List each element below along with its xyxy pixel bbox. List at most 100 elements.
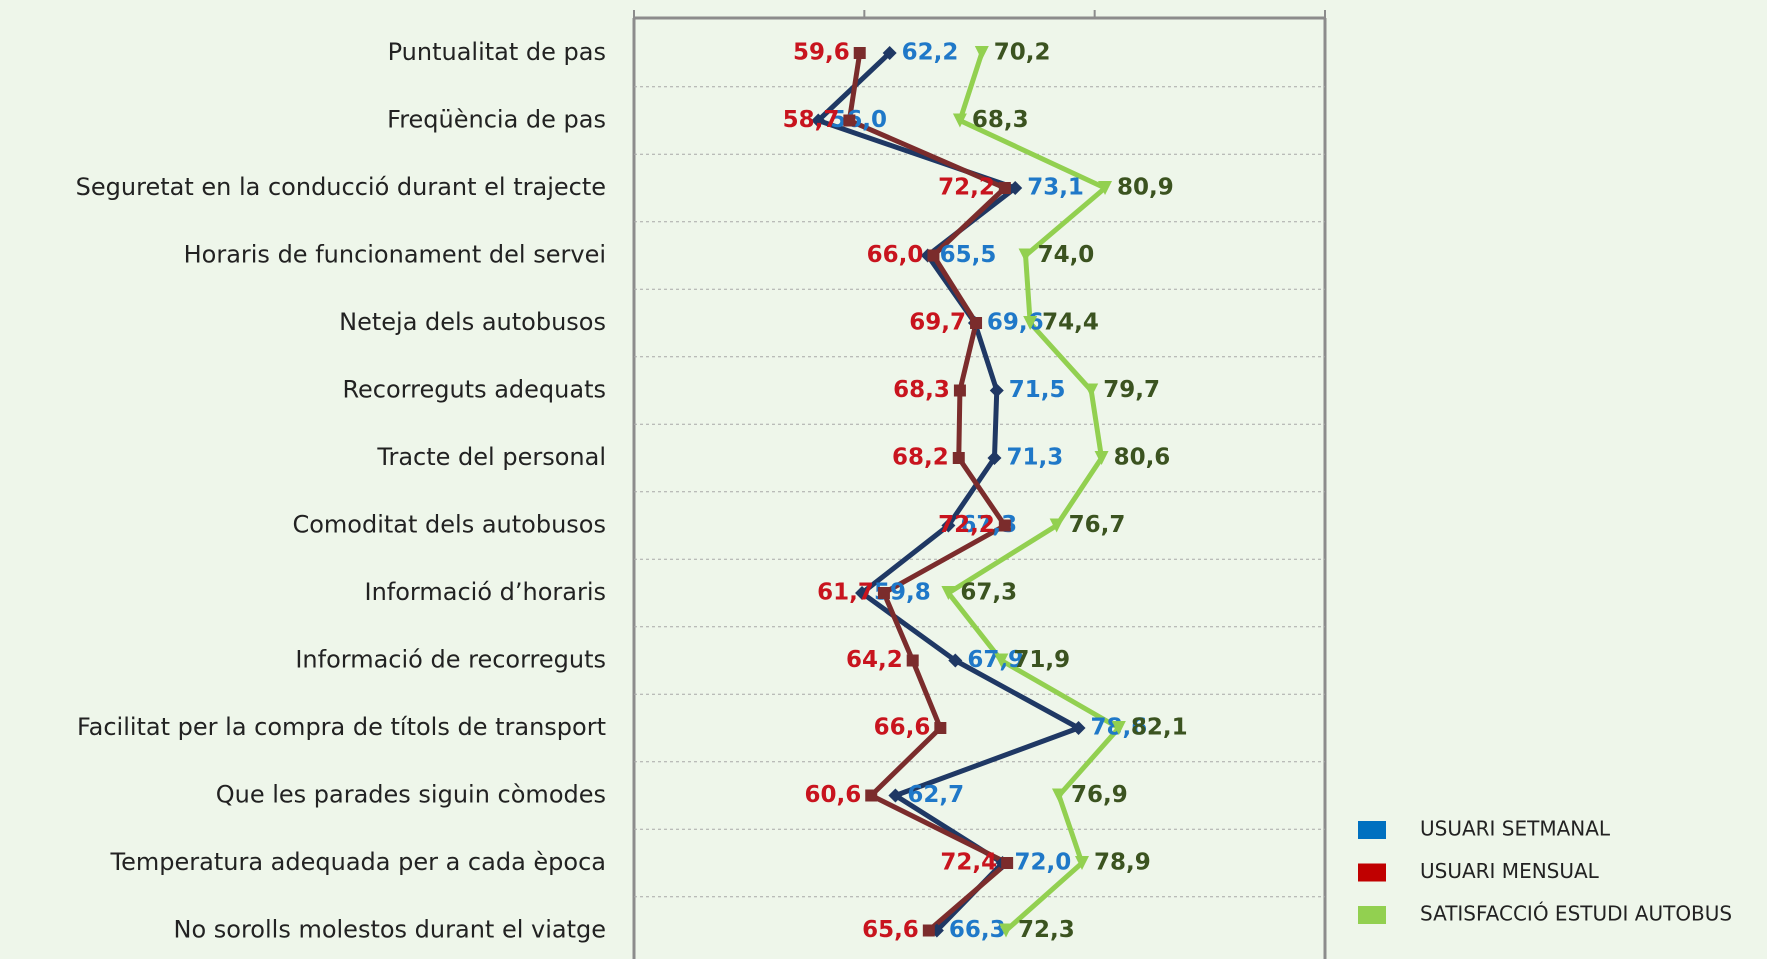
value-label: 72,2 (938, 175, 995, 201)
value-label: 71,3 (1006, 445, 1063, 471)
value-label: 60,6 (804, 782, 861, 808)
legend-swatch (1358, 906, 1386, 924)
marker (934, 722, 947, 734)
value-label: 67,9 (967, 647, 1024, 673)
value-label: 71,5 (1009, 377, 1066, 403)
value-label: 61,7 (817, 580, 874, 606)
legend-label: SATISFACCIÓ ESTUDI AUTOBUS (1420, 902, 1732, 926)
marker (1071, 721, 1086, 735)
marker (1023, 316, 1038, 330)
marker (1049, 518, 1064, 533)
marker (941, 586, 956, 600)
y-tick-label: Tracte del personal (376, 443, 606, 471)
value-label: 66,0 (867, 242, 924, 268)
y-tick-label: Neteja dels autobusos (339, 308, 606, 336)
marker (1001, 857, 1014, 869)
value-label: 65,5 (940, 242, 997, 268)
legend-swatch (1358, 863, 1386, 882)
value-label: 67,3 (960, 580, 1017, 606)
y-tick-label: Freqüència de pas (387, 106, 606, 134)
value-label: 62,2 (902, 40, 959, 66)
marker (952, 113, 967, 128)
value-label: 72,2 (938, 512, 995, 538)
marker (948, 653, 963, 668)
marker (970, 317, 983, 329)
y-tick-label: Recorreguts adequats (342, 376, 606, 404)
value-label: 72,0 (1015, 850, 1072, 876)
y-tick-label: Horaris de funcionament del servei (184, 241, 606, 269)
marker (906, 654, 919, 667)
value-label: 62,7 (907, 782, 964, 808)
marker (1008, 181, 1023, 195)
marker (927, 249, 940, 262)
value-label: 82,1 (1131, 715, 1188, 741)
y-tick-label: Puntualitat de pas (388, 38, 606, 66)
marker (1094, 451, 1109, 465)
y-tick-label: Facilitat per la compra de títols de tra… (77, 713, 606, 741)
value-label: 68,3 (972, 107, 1029, 133)
value-label: 74,4 (1042, 310, 1099, 336)
y-tick-label: Comoditat dels autobusos (292, 511, 606, 539)
value-label: 78,9 (1094, 850, 1151, 876)
marker (888, 788, 903, 803)
value-label: 72,4 (940, 850, 997, 876)
marker (853, 47, 866, 59)
value-label: 71,9 (1013, 647, 1070, 673)
marker (1084, 383, 1099, 398)
value-label: 66,3 (949, 917, 1006, 943)
legend-swatch (1358, 821, 1386, 839)
y-tick-label: Temperatura adequada per a cada època (110, 848, 606, 876)
value-label: 76,7 (1069, 512, 1126, 538)
series-line (815, 51, 1082, 933)
marker (1074, 856, 1089, 870)
value-label: 56,0 (830, 107, 887, 133)
marker (998, 923, 1013, 938)
marker (998, 182, 1011, 194)
y-tick-label: No sorolls molestos durant el viatge (174, 916, 607, 944)
value-label: 72,3 (1018, 917, 1075, 943)
y-tick-label: Informació d’horaris (365, 578, 607, 606)
value-label: 80,6 (1114, 445, 1171, 471)
value-label: 64,2 (846, 647, 903, 673)
value-label: 76,9 (1071, 782, 1128, 808)
marker (877, 587, 890, 599)
y-tick-label: Informació de recorreguts (295, 646, 606, 674)
y-tick-label: Seguretat en la conducció durant el traj… (76, 173, 606, 201)
value-label: 74,0 (1038, 242, 1095, 268)
marker (994, 653, 1009, 668)
marker (843, 114, 856, 127)
marker (882, 46, 897, 60)
value-label: 73,1 (1027, 175, 1084, 201)
marker (952, 452, 965, 464)
marker (987, 451, 1002, 465)
series-line (846, 52, 1010, 933)
legend-label: USUARI SETMANAL (1420, 817, 1611, 841)
value-label: 69,7 (909, 310, 966, 336)
marker (1018, 248, 1033, 263)
marker (989, 383, 1004, 398)
value-label: 68,2 (892, 445, 949, 471)
value-label: 58,7 (783, 107, 840, 133)
value-label: 80,9 (1117, 175, 1174, 201)
marker (953, 384, 966, 397)
value-label: 66,6 (874, 715, 931, 741)
marker (811, 113, 826, 128)
value-label: 79,7 (1103, 377, 1160, 403)
marker (1098, 181, 1113, 195)
value-label: 59,6 (793, 40, 850, 66)
series-line (945, 52, 1122, 933)
value-label: 69,6 (987, 310, 1044, 336)
value-label: 65,6 (862, 917, 919, 943)
value-label: 70,2 (994, 40, 1051, 66)
y-tick-label: Que les parades siguin còmodes (216, 781, 606, 809)
marker (865, 789, 878, 802)
marker (922, 924, 935, 937)
marker (855, 586, 870, 600)
marker (998, 519, 1011, 532)
legend-label: USUARI MENSUAL (1420, 859, 1600, 883)
marker (1111, 721, 1126, 735)
marker (941, 518, 956, 533)
marker (1051, 788, 1066, 803)
value-label: 68,3 (893, 377, 950, 403)
